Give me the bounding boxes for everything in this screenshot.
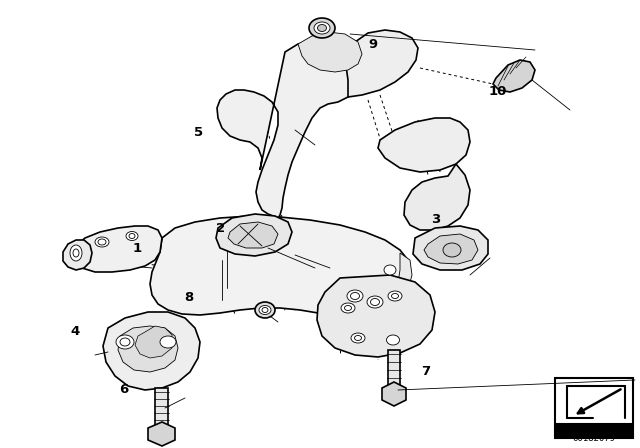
Text: 00182079: 00182079 xyxy=(573,434,616,443)
Polygon shape xyxy=(388,350,400,388)
Text: 9: 9 xyxy=(369,38,378,52)
Ellipse shape xyxy=(116,335,134,349)
Ellipse shape xyxy=(347,290,363,302)
Text: 7: 7 xyxy=(421,365,430,379)
Polygon shape xyxy=(103,312,200,390)
Ellipse shape xyxy=(317,25,326,31)
Ellipse shape xyxy=(70,245,82,261)
Polygon shape xyxy=(317,275,435,357)
Text: 8: 8 xyxy=(184,291,193,305)
Text: 10: 10 xyxy=(489,85,507,99)
Polygon shape xyxy=(298,32,362,72)
Polygon shape xyxy=(228,222,278,248)
Polygon shape xyxy=(424,234,478,264)
Ellipse shape xyxy=(129,233,135,238)
Ellipse shape xyxy=(259,306,271,314)
Text: 2: 2 xyxy=(216,222,225,235)
Text: 3: 3 xyxy=(431,213,440,226)
Ellipse shape xyxy=(314,22,330,34)
Polygon shape xyxy=(216,214,292,256)
Ellipse shape xyxy=(392,293,399,298)
Polygon shape xyxy=(555,424,633,438)
Ellipse shape xyxy=(351,293,360,300)
Polygon shape xyxy=(63,240,92,270)
Polygon shape xyxy=(118,326,178,372)
Polygon shape xyxy=(346,30,418,97)
Polygon shape xyxy=(378,118,470,172)
Ellipse shape xyxy=(98,239,106,245)
Polygon shape xyxy=(148,422,175,446)
Ellipse shape xyxy=(351,333,365,343)
Text: 5: 5 xyxy=(194,125,203,139)
Polygon shape xyxy=(73,226,162,272)
Polygon shape xyxy=(413,226,488,270)
Ellipse shape xyxy=(341,303,355,313)
Ellipse shape xyxy=(344,306,351,310)
Text: 4: 4 xyxy=(71,325,80,338)
Ellipse shape xyxy=(355,336,362,340)
Polygon shape xyxy=(404,164,470,230)
Ellipse shape xyxy=(95,237,109,247)
Polygon shape xyxy=(493,60,535,92)
Ellipse shape xyxy=(255,302,275,318)
Polygon shape xyxy=(382,382,406,406)
Ellipse shape xyxy=(120,338,130,346)
Ellipse shape xyxy=(384,265,396,275)
Text: 6: 6 xyxy=(119,383,128,396)
Ellipse shape xyxy=(126,232,138,241)
Ellipse shape xyxy=(443,243,461,257)
Polygon shape xyxy=(135,326,172,358)
Ellipse shape xyxy=(367,296,383,308)
Ellipse shape xyxy=(160,336,176,348)
Text: 1: 1 xyxy=(133,242,142,255)
Polygon shape xyxy=(155,388,168,428)
Ellipse shape xyxy=(388,291,402,301)
Ellipse shape xyxy=(371,298,380,306)
Polygon shape xyxy=(217,40,362,218)
Polygon shape xyxy=(340,253,412,315)
Polygon shape xyxy=(555,378,633,438)
Ellipse shape xyxy=(309,18,335,38)
Ellipse shape xyxy=(262,307,268,313)
Ellipse shape xyxy=(73,249,79,257)
Ellipse shape xyxy=(387,335,399,345)
Polygon shape xyxy=(150,216,410,315)
